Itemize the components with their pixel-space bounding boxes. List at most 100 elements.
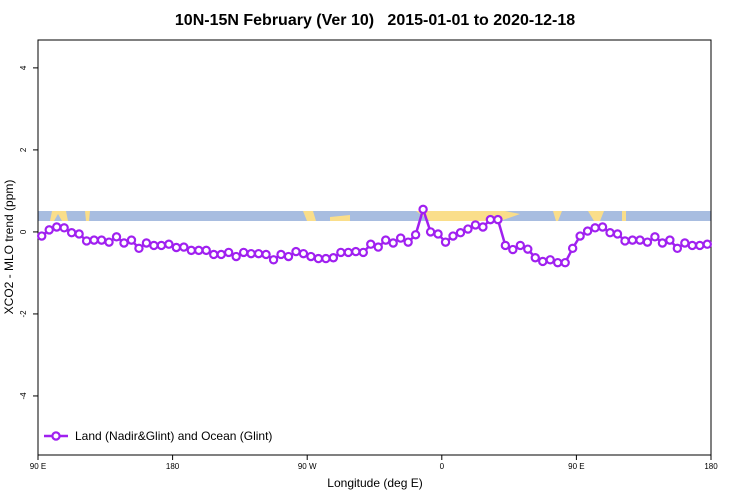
data-point (216, 249, 226, 260)
data-point (381, 235, 391, 245)
data-point (560, 257, 570, 268)
data-point (44, 225, 54, 235)
ocean-band (38, 211, 711, 221)
y-tick-label: -2 (19, 310, 28, 318)
data-point (410, 230, 421, 240)
data-point (261, 249, 271, 260)
data-point (238, 247, 249, 258)
data-point (328, 253, 339, 263)
data-point (186, 245, 196, 256)
data-point (485, 214, 496, 225)
x-tick-label: 90 W (298, 462, 317, 471)
x-axis-label: Longitude (deg E) (327, 476, 422, 490)
data-point (96, 235, 107, 245)
data-point (373, 242, 383, 252)
data-point (680, 238, 690, 248)
data-point (194, 245, 204, 256)
land-patch (303, 211, 316, 221)
y-tick-label: 2 (19, 147, 28, 152)
data-point (51, 222, 62, 232)
data-point (276, 249, 286, 260)
data-point (425, 227, 436, 237)
data-point (164, 239, 174, 249)
data-point (575, 231, 585, 241)
chart-title: 10N-15N February (Ver 10) 2015-01-01 to … (175, 12, 575, 29)
data-point (253, 248, 264, 259)
x-tick-label: 90 E (30, 462, 46, 471)
data-point (321, 253, 331, 264)
data-point (463, 224, 473, 234)
data-point (343, 247, 354, 258)
plot-area: 90 E 180 90 W 0 90 E 180 -4 -2 0 2 4 Land (Nadir&Gl… (19, 65, 718, 471)
data-point (687, 240, 698, 251)
data-point (313, 253, 324, 264)
x-tick-label: 0 (440, 462, 445, 471)
data-point (134, 243, 144, 254)
data-point (672, 243, 683, 254)
data-point (81, 236, 92, 246)
data-point (448, 231, 458, 241)
land-patch (622, 211, 626, 221)
data-point (530, 253, 540, 263)
data-point (74, 229, 84, 239)
data-point (171, 242, 182, 253)
data-point (500, 240, 511, 251)
data-point (470, 220, 481, 230)
x-tick-label: 180 (704, 462, 718, 471)
data-point (388, 238, 398, 248)
data-point (351, 246, 361, 257)
data-point (538, 256, 548, 267)
data-point (59, 223, 69, 233)
data-point (478, 222, 488, 232)
data-point (231, 251, 241, 262)
data-point (702, 239, 712, 249)
data-point (642, 237, 653, 247)
data-point (657, 238, 668, 248)
y-tick-label: 0 (19, 229, 28, 234)
plot-frame (37, 39, 712, 456)
data-point (515, 240, 526, 251)
data-point (553, 257, 563, 268)
y-tick-label: -4 (19, 392, 28, 400)
data-point (665, 235, 675, 245)
data-point (545, 255, 555, 265)
data-point (695, 240, 705, 251)
data-point (306, 251, 316, 262)
land-patch (50, 211, 68, 221)
data-point (635, 235, 645, 245)
data-point (246, 248, 256, 259)
data-point (111, 232, 122, 242)
data-point (508, 244, 518, 255)
data-point (179, 242, 189, 252)
data-point (89, 235, 99, 245)
x-tick-label: 90 E (568, 462, 584, 471)
data-point (620, 236, 630, 246)
data-point (523, 244, 533, 254)
data-point (119, 238, 129, 248)
data-point (66, 228, 77, 238)
data-point (209, 249, 219, 260)
y-axis-label: XCO2 - MLO trend (ppm) (2, 180, 16, 315)
data-point (366, 239, 376, 249)
data-point (418, 204, 428, 215)
legend-marker (51, 431, 61, 441)
data-point (156, 240, 167, 251)
data-point (433, 229, 443, 239)
y-tick-label: 4 (19, 65, 28, 70)
data-point (403, 237, 413, 247)
data-point (597, 222, 608, 232)
data-point (493, 214, 503, 225)
data-point (298, 248, 309, 259)
data-point (612, 229, 623, 239)
land-patch (588, 211, 604, 221)
data-point (650, 232, 660, 242)
data-point (141, 238, 152, 248)
data-point (37, 231, 47, 241)
data-point (627, 235, 638, 245)
land-patch (553, 211, 562, 221)
data-point (440, 237, 451, 247)
land-ocean-band (38, 211, 711, 221)
data-point (567, 243, 578, 254)
legend-label: Land (Nadir&Glint) and Ocean (Glint) (75, 429, 272, 443)
